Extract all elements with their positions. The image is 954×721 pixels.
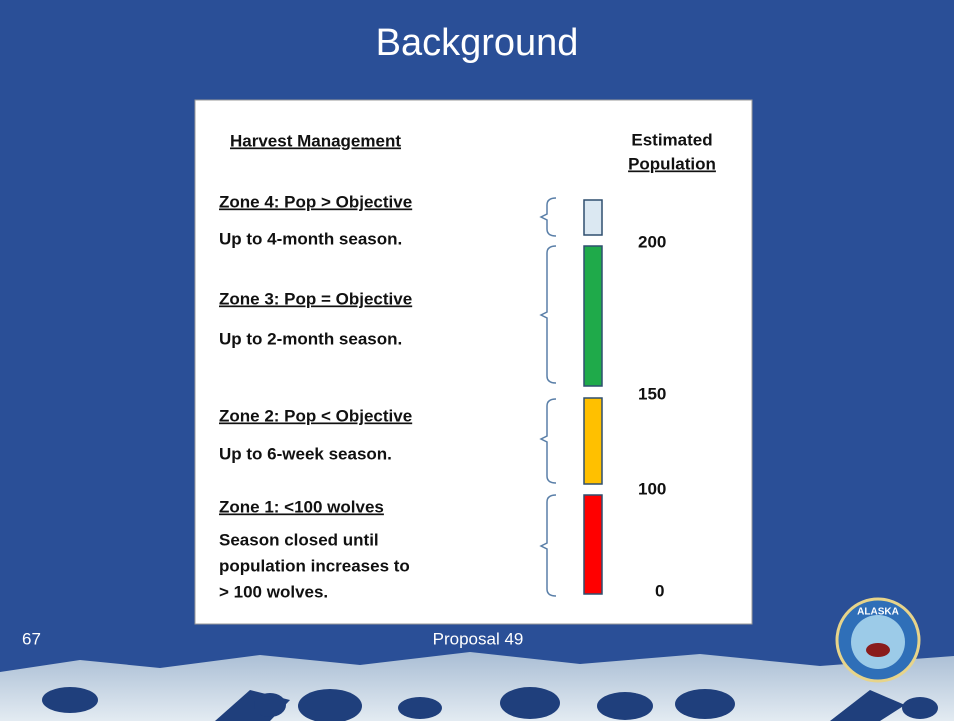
zone-text: Season closed until — [219, 530, 379, 549]
slide: Background Harvest Management Estimated … — [0, 0, 954, 721]
zone-text: Up to 6-week season. — [219, 444, 392, 463]
logo: ALASKA — [837, 599, 919, 681]
zone-bar — [584, 246, 602, 386]
logo-text: ALASKA — [857, 607, 899, 618]
zone-title: Zone 1: <100 wolves — [219, 497, 384, 516]
slide-title: Background — [376, 22, 579, 64]
zone-title: Zone 4: Pop > Objective — [219, 192, 412, 211]
zone-bar — [584, 398, 602, 484]
footer-text: Proposal 49 — [433, 629, 524, 648]
column-heading: Population — [628, 154, 716, 173]
scale-label: 100 — [638, 479, 666, 498]
zone-bar — [584, 495, 602, 594]
page: Background Harvest Management Estimated … — [0, 0, 954, 721]
zone-text: Up to 4-month season. — [219, 229, 402, 248]
scale-label: 0 — [655, 581, 664, 600]
slide-number: 67 — [22, 629, 41, 648]
zone-title: Zone 3: Pop = Objective — [219, 289, 412, 308]
zone-title: Zone 2: Pop < Objective — [219, 406, 412, 425]
panel-heading: Harvest Management — [230, 131, 401, 150]
zone-text: Up to 2-month season. — [219, 329, 402, 348]
column-heading: Estimated — [631, 130, 712, 149]
scale-label: 200 — [638, 232, 666, 251]
zone-text: population increases to — [219, 556, 410, 575]
scale-label: 150 — [638, 384, 666, 403]
zone-text: > 100 wolves. — [219, 582, 328, 601]
zone-bar — [584, 200, 602, 235]
